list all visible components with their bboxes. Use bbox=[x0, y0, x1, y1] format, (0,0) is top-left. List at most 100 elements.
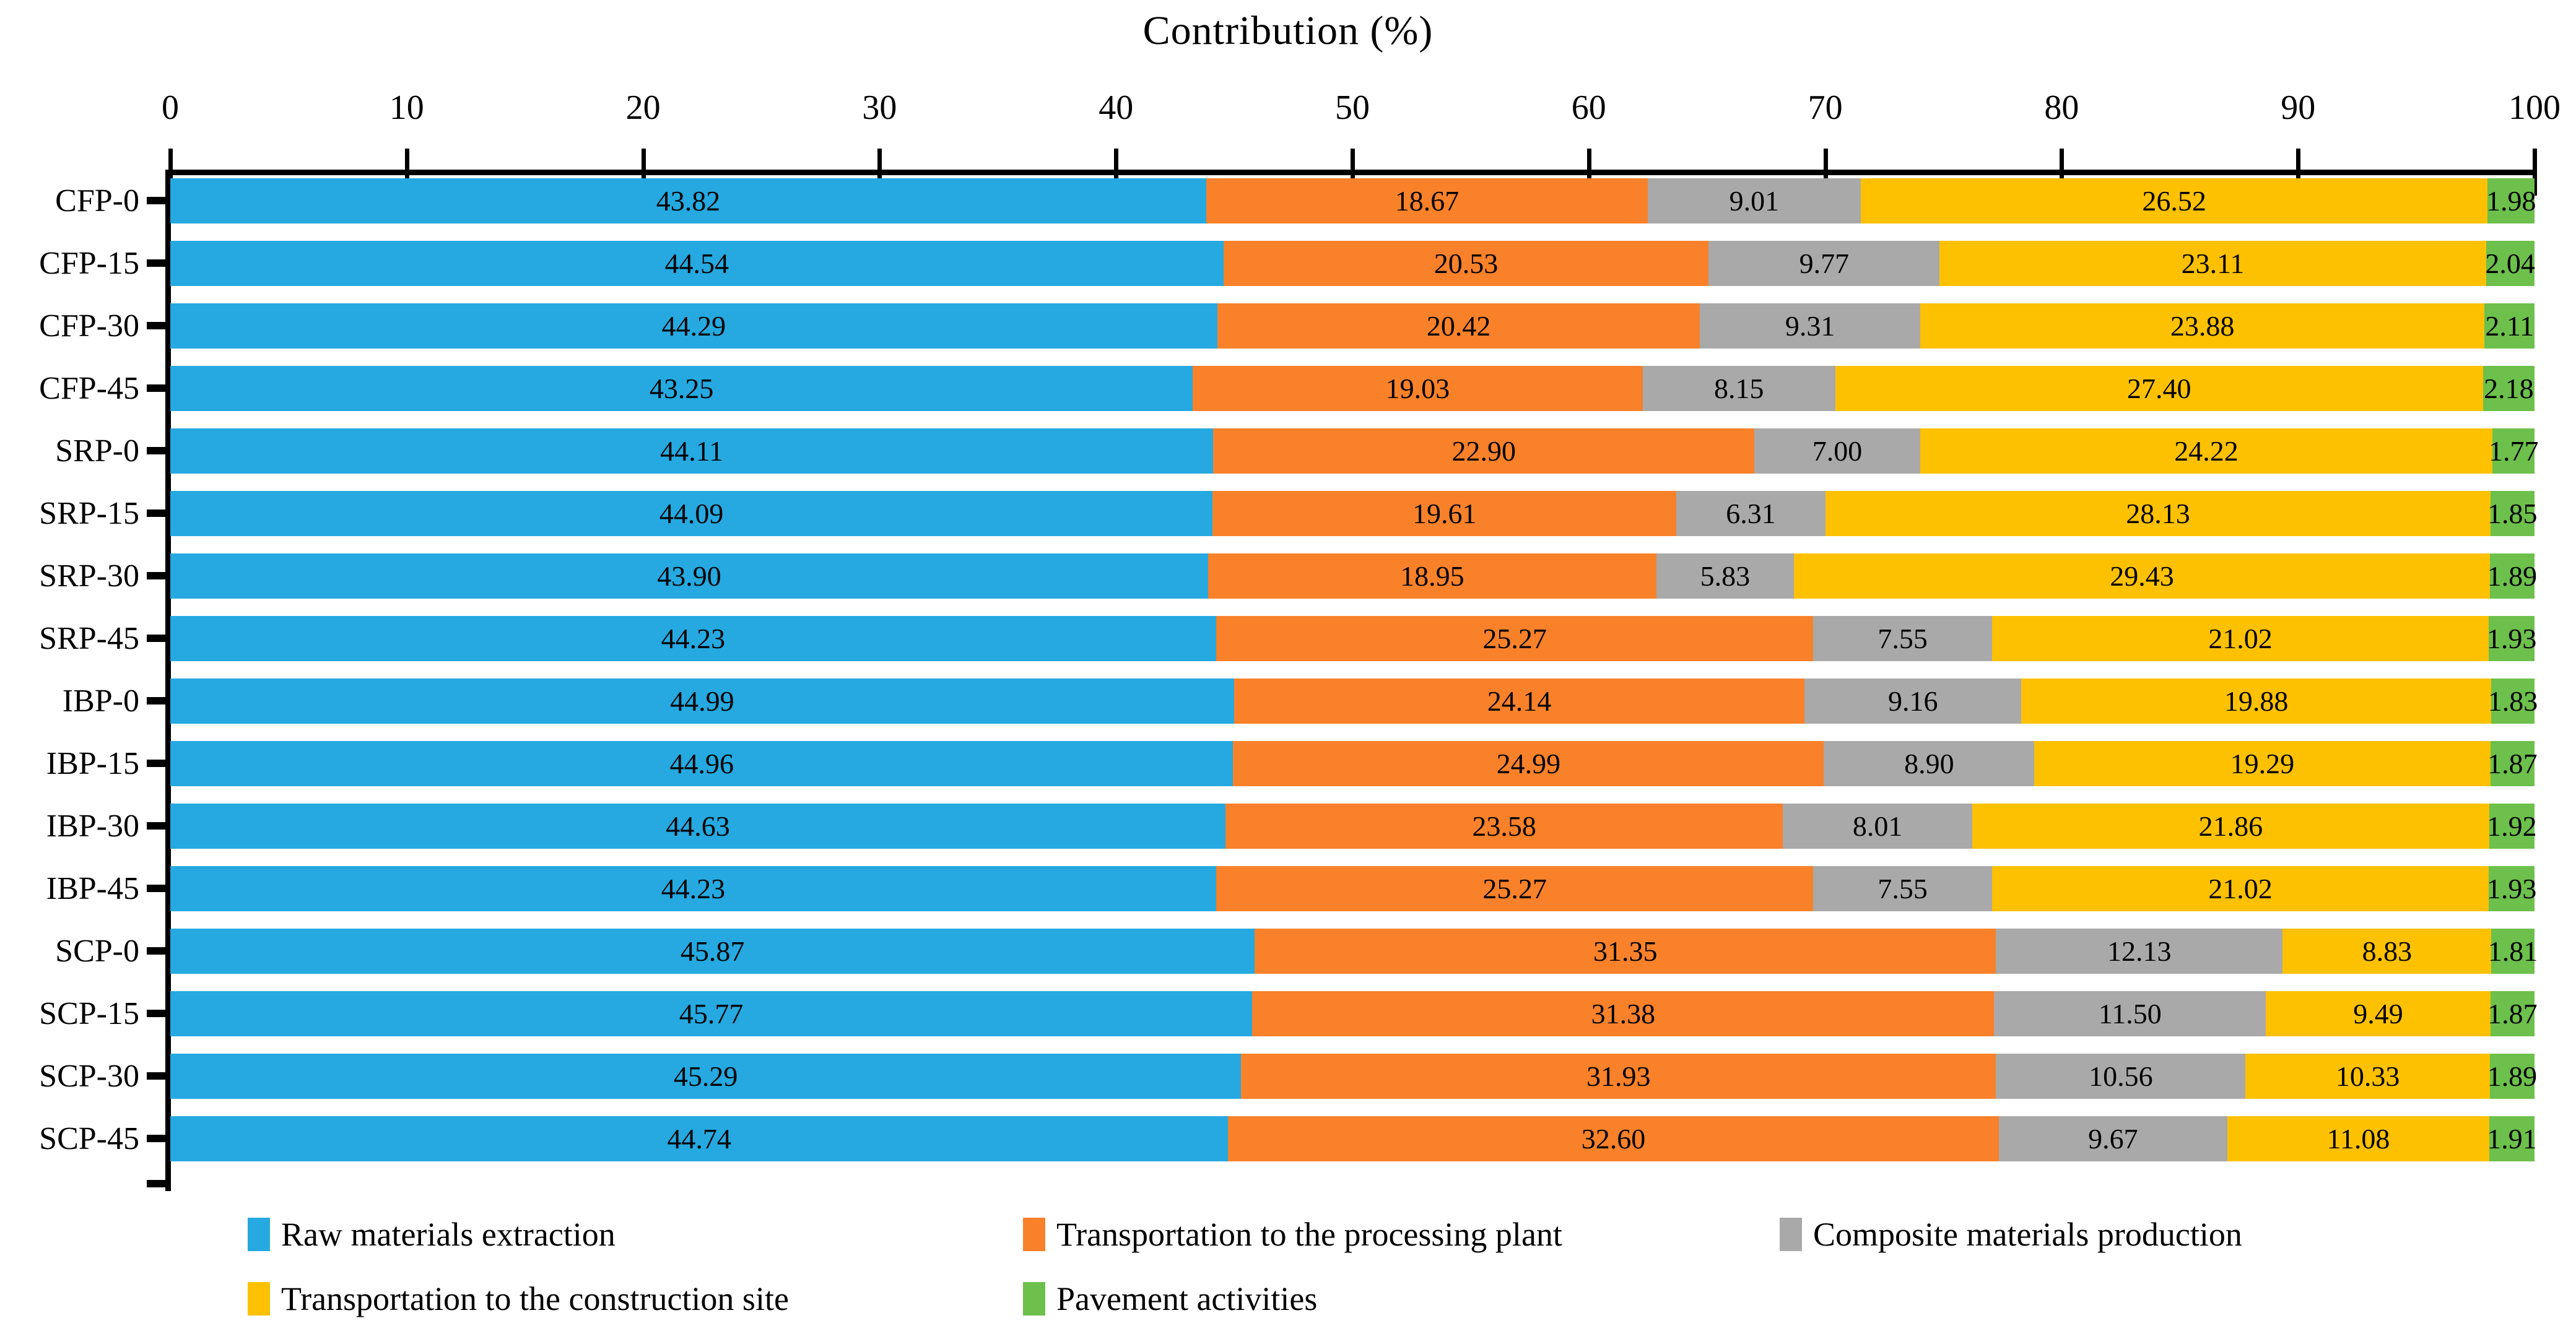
x-tick-mark bbox=[1351, 149, 1355, 196]
value-label: 8.01 bbox=[1852, 810, 1903, 842]
value-label: 23.58 bbox=[1472, 810, 1536, 842]
bar-segment: 23.11 bbox=[1939, 241, 2486, 286]
bar-segment: 43.90 bbox=[170, 553, 1209, 599]
bar-row: SRP-15 44.09 19.61 6.31 28.13 1.85 bbox=[39, 491, 2538, 536]
chart-title: Contribution (%) bbox=[1142, 8, 1434, 53]
value-label: 44.63 bbox=[666, 810, 730, 842]
bar-segment: 1.81 bbox=[2488, 929, 2538, 974]
value-label: 11.08 bbox=[2326, 1122, 2390, 1155]
x-tick-label: 70 bbox=[1808, 89, 1843, 127]
bar-segment: 18.67 bbox=[1206, 178, 1648, 223]
stacked-bar: 44.23 25.27 7.55 21.02 1.93 bbox=[170, 616, 2537, 661]
bar-segment: 23.58 bbox=[1225, 804, 1783, 849]
stacked-bar: 44.74 32.60 9.67 11.08 1.91 bbox=[170, 1116, 2537, 1161]
bar-segment: 1.87 bbox=[2487, 991, 2538, 1036]
y-axis-end-tick bbox=[147, 1180, 167, 1187]
bar-segment: 6.31 bbox=[1676, 491, 1825, 536]
category-label: SCP-45 bbox=[39, 1121, 139, 1156]
x-tick-label: 90 bbox=[2281, 89, 2316, 127]
stacked-bar: 44.23 25.27 7.55 21.02 1.93 bbox=[170, 866, 2536, 911]
bar-segment: 9.01 bbox=[1647, 178, 1861, 223]
value-label: 24.99 bbox=[1496, 747, 1561, 779]
stacked-bar: 45.29 31.93 10.56 10.33 1.89 bbox=[170, 1054, 2537, 1099]
category-label: IBP-45 bbox=[46, 871, 139, 906]
bar-segment: 9.77 bbox=[1708, 241, 1940, 286]
y-axis-line bbox=[165, 170, 171, 1191]
value-label: 1.87 bbox=[2487, 747, 2538, 779]
value-label: 7.00 bbox=[1812, 435, 1863, 467]
bar-segment: 18.95 bbox=[1208, 553, 1656, 599]
value-label: 45.77 bbox=[679, 997, 744, 1030]
bar-segment: 9.16 bbox=[1804, 679, 2022, 724]
value-label: 7.55 bbox=[1878, 622, 1928, 654]
bar-segment: 21.02 bbox=[1991, 616, 2489, 661]
value-label: 45.87 bbox=[680, 935, 745, 967]
value-label: 44.96 bbox=[669, 747, 734, 779]
value-label: 24.14 bbox=[1487, 685, 1552, 717]
bar-segment: 1.87 bbox=[2487, 741, 2538, 786]
bar-segment: 1.98 bbox=[2486, 178, 2536, 223]
stacked-bar: 44.63 23.58 8.01 21.86 1.92 bbox=[170, 804, 2537, 849]
value-label: 44.23 bbox=[661, 622, 726, 654]
x-tick-mark bbox=[2533, 149, 2537, 196]
stacked-bar: 45.87 31.35 12.13 8.83 1.81 bbox=[170, 929, 2538, 974]
x-tick-label: 40 bbox=[1099, 89, 1134, 127]
stacked-bar: 44.11 22.90 7.00 24.22 1.77 bbox=[170, 428, 2538, 474]
value-label: 43.25 bbox=[649, 372, 714, 404]
bar-segment: 24.22 bbox=[1920, 428, 2493, 474]
value-label: 5.83 bbox=[1700, 560, 1751, 592]
bar-row: SCP-45 44.74 32.60 9.67 11.08 1.91 bbox=[39, 1116, 2537, 1161]
legend-swatch bbox=[1023, 1282, 1045, 1316]
value-label: 20.42 bbox=[1426, 310, 1491, 342]
category-label: SRP-15 bbox=[39, 496, 139, 531]
bar-segment: 1.92 bbox=[2487, 804, 2537, 849]
bar-segment: 31.38 bbox=[1252, 991, 1995, 1036]
value-label: 9.16 bbox=[1887, 685, 1938, 717]
value-label: 32.60 bbox=[1581, 1122, 1646, 1155]
value-label: 43.82 bbox=[656, 184, 721, 217]
bar-segment: 44.23 bbox=[170, 616, 1216, 661]
stacked-bar: 43.82 18.67 9.01 26.52 1.98 bbox=[170, 178, 2536, 223]
legend-swatch bbox=[248, 1282, 270, 1316]
x-tick-label: 100 bbox=[2509, 89, 2561, 127]
bar-segment: 43.82 bbox=[170, 178, 1207, 223]
value-label: 1.77 bbox=[2488, 435, 2539, 467]
bar-segment: 23.88 bbox=[1920, 303, 2485, 349]
value-label: 7.55 bbox=[1878, 872, 1928, 904]
bar-segment: 1.83 bbox=[2488, 679, 2538, 724]
legend-label: Raw materials extraction bbox=[281, 1216, 616, 1253]
bar-segment: 8.83 bbox=[2282, 929, 2492, 974]
value-label: 1.98 bbox=[2486, 184, 2536, 217]
x-tick-mark bbox=[641, 149, 646, 196]
bar-segment: 11.08 bbox=[2227, 1116, 2490, 1161]
bar-row: CFP-0 43.82 18.67 9.01 26.52 1.98 bbox=[55, 178, 2536, 223]
value-label: 1.91 bbox=[2487, 1122, 2537, 1155]
category-label: CFP-45 bbox=[39, 371, 139, 406]
value-label: 44.09 bbox=[659, 497, 724, 529]
value-label: 9.31 bbox=[1785, 310, 1835, 342]
x-tick-mark bbox=[2296, 149, 2301, 196]
value-label: 21.02 bbox=[2208, 622, 2273, 654]
value-label: 1.93 bbox=[2486, 622, 2537, 654]
bar-segment: 31.35 bbox=[1255, 929, 1996, 974]
legend-label: Pavement activities bbox=[1056, 1280, 1318, 1317]
x-tick-label: 50 bbox=[1335, 89, 1370, 127]
legend-label: Transportation to the construction site bbox=[281, 1280, 789, 1317]
value-label: 1.92 bbox=[2487, 810, 2537, 842]
value-label: 2.18 bbox=[2484, 372, 2534, 404]
bar-segment: 2.18 bbox=[2482, 366, 2535, 411]
value-label: 22.90 bbox=[1451, 435, 1516, 467]
bar-row: IBP-0 44.99 24.14 9.16 19.88 1.83 bbox=[63, 679, 2538, 724]
bar-segment: 9.49 bbox=[2266, 991, 2491, 1036]
bar-segment: 22.90 bbox=[1213, 428, 1755, 474]
value-label: 10.56 bbox=[2089, 1060, 2153, 1092]
x-tick-label: 20 bbox=[625, 89, 661, 127]
legend-label: Composite materials production bbox=[1813, 1216, 2242, 1253]
bar-segment: 8.90 bbox=[1824, 741, 2035, 786]
value-label: 24.22 bbox=[2174, 435, 2239, 467]
legend-swatch bbox=[1023, 1218, 1045, 1251]
bar-segment: 2.11 bbox=[2484, 303, 2535, 349]
bar-segment: 1.93 bbox=[2487, 866, 2536, 911]
value-label: 1.81 bbox=[2487, 935, 2538, 967]
bar-segment: 12.13 bbox=[1996, 929, 2283, 974]
